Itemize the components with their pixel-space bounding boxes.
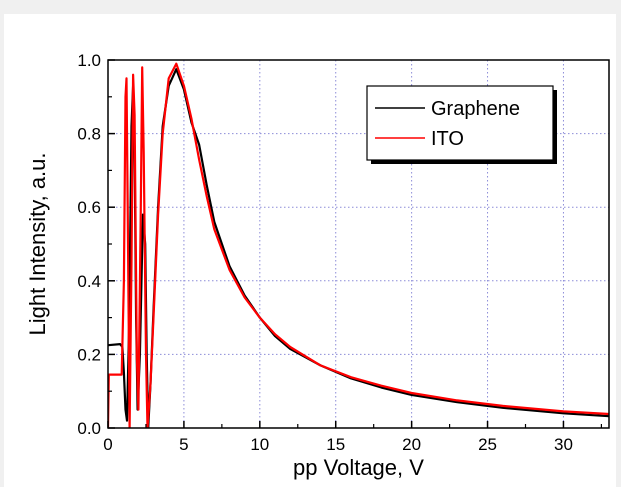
legend: Graphene ITO [366,85,557,164]
x-tick-label: 20 [402,435,421,454]
y-axis-title: Light Intensity, a.u. [25,152,50,335]
y-tick-label: 0.6 [77,198,101,217]
tick-labels: 0 5 10 15 20 25 30 0.0 0.2 0.4 0.6 0.8 1.0 [77,51,573,454]
x-axis-title: pp Voltage, V [293,455,424,480]
x-tick-label: 30 [554,435,573,454]
legend-label-graphene: Graphene [431,98,520,120]
y-tick-label: 0.2 [77,345,101,364]
chart-canvas: 0 5 10 15 20 25 30 0.0 0.2 0.4 0.6 0.8 1.0 pp Voltag… [4,14,616,487]
y-tick-label: 0.4 [77,272,101,291]
y-tick-label: 1.0 [77,51,101,70]
x-tick-label: 25 [478,435,497,454]
x-tick-label: 15 [326,435,345,454]
series-lines [108,62,609,428]
x-tick-label: 0 [103,435,112,454]
y-tick-label: 0.8 [77,125,101,144]
y-tick-label: 0.0 [77,419,101,438]
x-tick-label: 10 [250,435,269,454]
x-tick-label: 5 [179,435,188,454]
legend-label-ito: ITO [431,128,464,150]
legend-box [366,85,554,161]
line-chart: 0 5 10 15 20 25 30 0.0 0.2 0.4 0.6 0.8 1.0 pp Voltag… [25,51,610,480]
axis-ticks [107,59,603,429]
series-line-ito [108,62,609,428]
